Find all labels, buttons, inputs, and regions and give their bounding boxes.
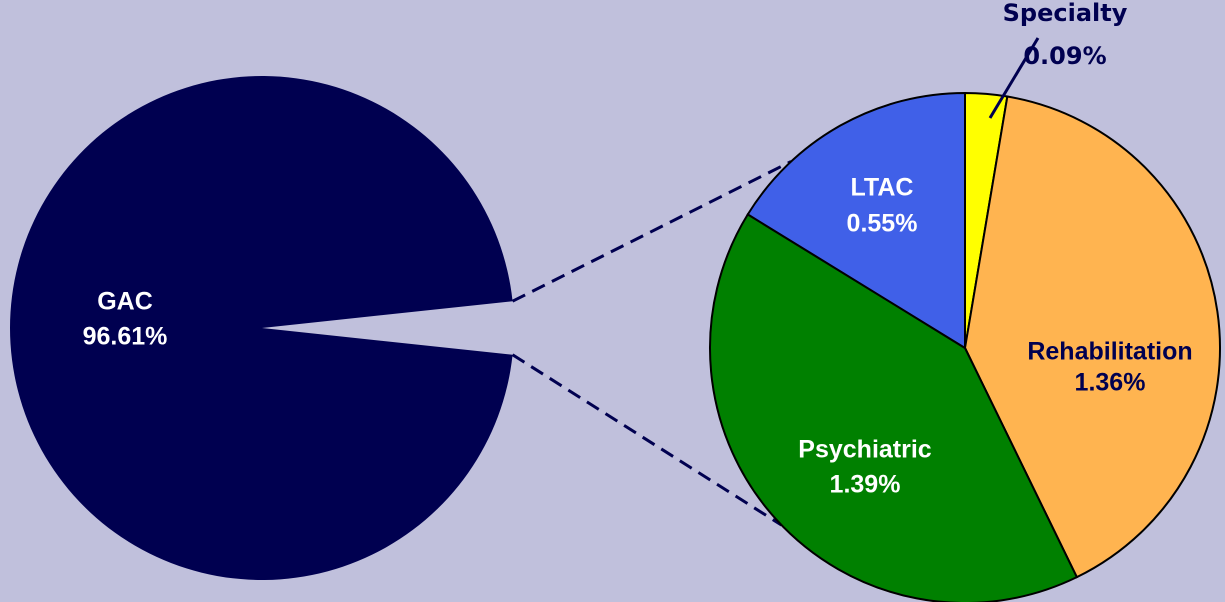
pie-slice <box>10 75 513 581</box>
slice-label: Specialty <box>1003 0 1128 27</box>
slice-label: GAC <box>97 288 153 316</box>
slice-value-label: 96.61% <box>83 323 168 351</box>
slice-value-label: 0.55% <box>847 210 918 238</box>
connector-line <box>511 160 792 303</box>
slice-label: Psychiatric <box>798 436 932 464</box>
slice-value-label: 1.39% <box>830 471 901 499</box>
slice-label: LTAC <box>851 174 914 202</box>
connector-line <box>511 353 783 527</box>
slice-value-label: 1.36% <box>1075 369 1146 397</box>
pie-slice <box>746 91 966 350</box>
slice-label: Rehabilitation <box>1027 338 1192 366</box>
leader-line <box>988 37 1040 119</box>
pie-slice <box>963 95 1221 579</box>
slice-value-label: 0.09% <box>1023 42 1106 70</box>
